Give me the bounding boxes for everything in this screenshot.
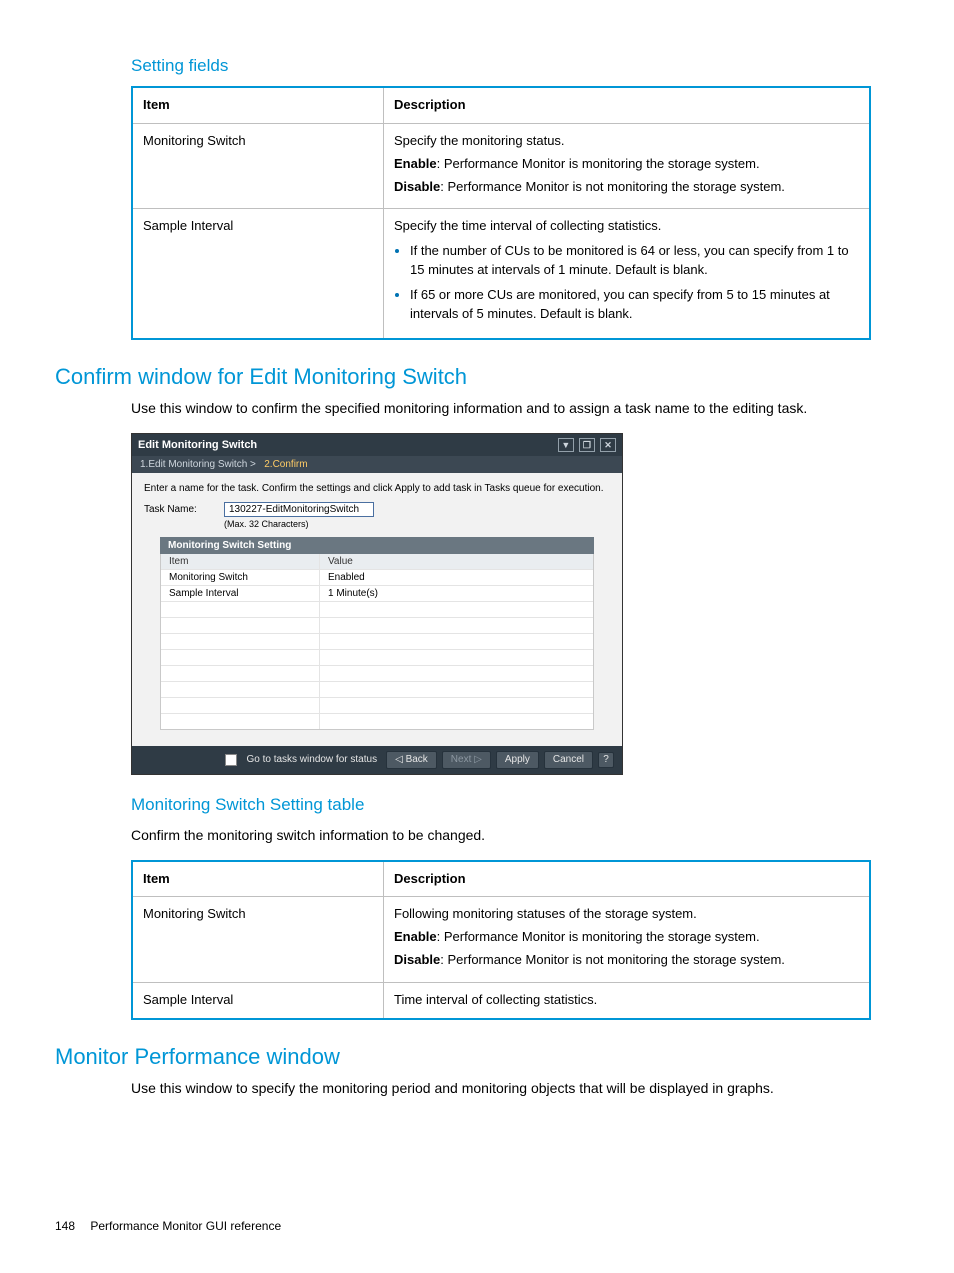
cancel-button[interactable]: Cancel bbox=[544, 751, 593, 769]
page-footer: 148 Performance Monitor GUI reference bbox=[55, 1219, 899, 1233]
grid-row: Monitoring Switch Enabled bbox=[161, 570, 593, 586]
monitoring-switch-setting-table: Item Description Monitoring Switch Follo… bbox=[131, 860, 871, 1020]
table-row: Monitoring Switch Following monitoring s… bbox=[132, 897, 870, 983]
dialog-breadcrumb: 1.Edit Monitoring Switch > 2.Confirm bbox=[132, 456, 622, 473]
grid-row bbox=[161, 650, 593, 666]
grid-row bbox=[161, 682, 593, 698]
edit-monitoring-switch-dialog: Edit Monitoring Switch ▼ ❐ ✕ 1.Edit Moni… bbox=[131, 433, 623, 775]
dialog-title-text: Edit Monitoring Switch bbox=[138, 439, 257, 451]
desc-rest: : Performance Monitor is monitoring the … bbox=[437, 929, 760, 944]
help-button[interactable]: ? bbox=[598, 752, 614, 768]
list-item: If the number of CUs to be monitored is … bbox=[410, 242, 859, 280]
cell-item: Monitoring Switch bbox=[132, 123, 384, 209]
dialog-titlebar: Edit Monitoring Switch ▼ ❐ ✕ bbox=[132, 434, 622, 456]
dialog-section-title: Monitoring Switch Setting bbox=[160, 537, 594, 554]
table-row: Sample Interval Specify the time interva… bbox=[132, 209, 870, 339]
dialog-instruction: Enter a name for the task. Confirm the s… bbox=[144, 483, 610, 494]
col-description: Description bbox=[384, 87, 871, 123]
grid-col-item: Item bbox=[161, 554, 320, 569]
desc-list: If the number of CUs to be monitored is … bbox=[394, 242, 859, 323]
desc-text: Following monitoring statuses of the sto… bbox=[394, 905, 859, 924]
heading-confirm-window: Confirm window for Edit Monitoring Switc… bbox=[55, 364, 899, 390]
apply-button[interactable]: Apply bbox=[496, 751, 539, 769]
crumb-step1: 1.Edit Monitoring Switch > bbox=[140, 459, 256, 470]
grid-cell: Monitoring Switch bbox=[161, 570, 320, 585]
dialog-actions: Go to tasks window for status ◁ Back Nex… bbox=[132, 746, 622, 774]
paragraph: Use this window to confirm the specified… bbox=[131, 398, 899, 419]
task-name-label: Task Name: bbox=[144, 504, 224, 515]
grid-col-value: Value bbox=[320, 554, 593, 569]
grid-row bbox=[161, 634, 593, 650]
col-item: Item bbox=[132, 861, 384, 897]
table-header-row: Item Description bbox=[132, 87, 870, 123]
table-row: Monitoring Switch Specify the monitoring… bbox=[132, 123, 870, 209]
desc-bold: Disable bbox=[394, 952, 440, 967]
cell-description: Specify the time interval of collecting … bbox=[384, 209, 871, 339]
chevron-right-icon: ▷ bbox=[474, 754, 482, 765]
col-description: Description bbox=[384, 861, 871, 897]
grid-row bbox=[161, 618, 593, 634]
cell-description: Specify the monitoring status. Enable: P… bbox=[384, 123, 871, 209]
grid-row bbox=[161, 666, 593, 682]
grid-row bbox=[161, 714, 593, 729]
task-name-input[interactable] bbox=[224, 502, 374, 517]
task-name-hint: (Max. 32 Characters) bbox=[224, 519, 610, 529]
grid-row bbox=[161, 602, 593, 618]
footer-text: Performance Monitor GUI reference bbox=[90, 1219, 281, 1233]
cell-description: Following monitoring statuses of the sto… bbox=[384, 897, 871, 983]
desc-text: Enable: Performance Monitor is monitorin… bbox=[394, 928, 859, 947]
close-icon[interactable]: ✕ bbox=[600, 438, 616, 452]
grid-header: Item Value bbox=[161, 554, 593, 570]
desc-text: Enable: Performance Monitor is monitorin… bbox=[394, 155, 859, 174]
grid-cell: Enabled bbox=[320, 570, 593, 585]
cell-item: Sample Interval bbox=[132, 209, 384, 339]
grid-row bbox=[161, 698, 593, 714]
cell-item: Sample Interval bbox=[132, 982, 384, 1018]
grid-cell: Sample Interval bbox=[161, 586, 320, 601]
list-item: If 65 or more CUs are monitored, you can… bbox=[410, 286, 859, 324]
chevron-left-icon: ◁ bbox=[395, 754, 403, 765]
paragraph: Confirm the monitoring switch informatio… bbox=[131, 825, 899, 846]
setting-fields-table: Item Description Monitoring Switch Speci… bbox=[131, 86, 871, 340]
go-to-tasks-label: Go to tasks window for status bbox=[246, 754, 377, 765]
cell-item: Monitoring Switch bbox=[132, 897, 384, 983]
filter-icon[interactable]: ▼ bbox=[558, 438, 574, 452]
back-button[interactable]: ◁ Back bbox=[386, 751, 437, 769]
desc-text: Specify the monitoring status. bbox=[394, 132, 859, 151]
heading-setting-fields: Setting fields bbox=[131, 56, 899, 76]
desc-rest: : Performance Monitor is not monitoring … bbox=[440, 952, 785, 967]
dialog-settings-grid: Item Value Monitoring Switch Enabled Sam… bbox=[160, 554, 594, 730]
table-header-row: Item Description bbox=[132, 861, 870, 897]
go-to-tasks-checkbox[interactable] bbox=[225, 754, 237, 766]
desc-bold: Enable bbox=[394, 929, 437, 944]
next-button: Next ▷ bbox=[442, 751, 491, 769]
restore-icon[interactable]: ❐ bbox=[579, 438, 595, 452]
heading-monitoring-switch-table: Monitoring Switch Setting table bbox=[131, 795, 899, 815]
paragraph: Use this window to specify the monitorin… bbox=[131, 1078, 899, 1099]
grid-cell: 1 Minute(s) bbox=[320, 586, 593, 601]
desc-rest: : Performance Monitor is not monitoring … bbox=[440, 179, 785, 194]
desc-text: Specify the time interval of collecting … bbox=[394, 217, 859, 236]
cell-description: Time interval of collecting statistics. bbox=[384, 982, 871, 1018]
grid-row: Sample Interval 1 Minute(s) bbox=[161, 586, 593, 602]
crumb-step2: 2.Confirm bbox=[259, 459, 308, 470]
table-row: Sample Interval Time interval of collect… bbox=[132, 982, 870, 1018]
desc-text: Disable: Performance Monitor is not moni… bbox=[394, 178, 859, 197]
page-number: 148 bbox=[55, 1219, 75, 1233]
heading-monitor-performance-window: Monitor Performance window bbox=[55, 1044, 899, 1070]
desc-rest: : Performance Monitor is monitoring the … bbox=[437, 156, 760, 171]
desc-bold: Disable bbox=[394, 179, 440, 194]
desc-text: Disable: Performance Monitor is not moni… bbox=[394, 951, 859, 970]
col-item: Item bbox=[132, 87, 384, 123]
desc-bold: Enable bbox=[394, 156, 437, 171]
